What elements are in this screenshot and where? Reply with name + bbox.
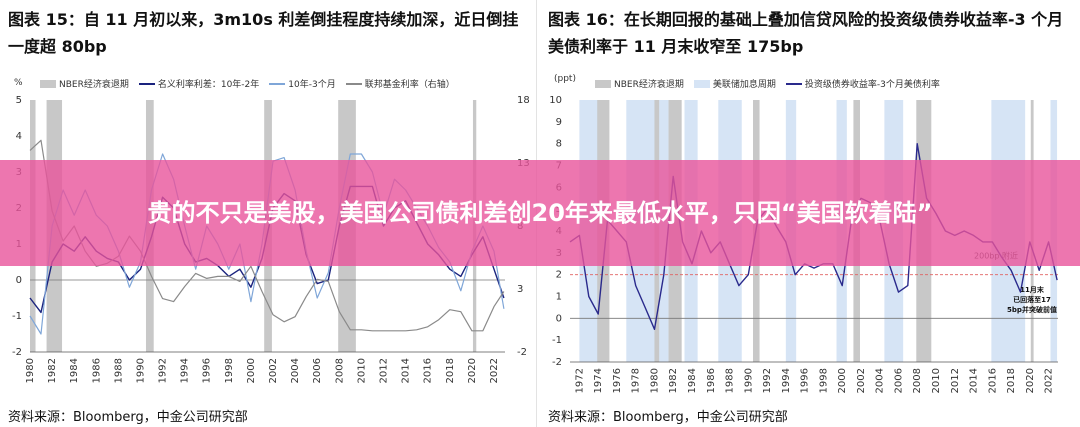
x-tick-label: 1978 [631,368,642,393]
legend-item-10y3m: 10年-3个月 [269,77,336,90]
x-tick-label: 2012 [950,368,961,393]
x-tick-label: 1992 [762,368,773,393]
x-tick-label: 2010 [931,368,942,393]
x-tick-label: 1990 [135,358,146,383]
x-tick-label: 2022 [489,358,500,383]
legend-item-recession-right: NBER经济衰退期 [595,77,684,90]
x-tick-label: 1998 [224,358,235,383]
x-tick-label: 2008 [912,368,923,393]
x-tick-label: 2012 [378,358,389,383]
left-chart-legend: NBER经济衰退期 名义利率利差：10年-2年 10年-3个月 联邦基金利率（右… [40,77,465,90]
left-chart-title: 图表 15：自 11 月初以来，3m10s 利差倒挂程度持续加深，近日倒挂一度超… [8,10,519,56]
y-right-tick-label: 18 [517,95,530,106]
y-left-tick-label: 0 [16,275,22,286]
x-tick-label: 2002 [268,358,279,383]
y-left-tick-label: -2 [552,357,562,368]
x-tick-label: 1992 [158,358,169,383]
x-tick-label: 1996 [800,368,811,393]
x-tick-label: 2006 [893,368,904,393]
y-right-tick-label: 3 [517,284,523,295]
legend-item-recession: NBER经济衰退期 [40,77,129,90]
left-chart-y-unit: % [14,78,23,88]
x-tick-label: 2022 [1044,368,1055,393]
x-tick-label: 2018 [1006,368,1017,393]
x-tick-label: 1984 [687,368,698,393]
right-chart-source: 资料来源：Bloomberg，中金公司研究部 [548,410,788,425]
y-right-tick-label: -2 [517,347,527,358]
x-tick-label: 1982 [668,368,679,393]
y-left-tick-label: 2 [556,270,562,281]
x-tick-label: 1986 [706,368,717,393]
headline-banner: 贵的不只是美股，美国公司债利差创20年来最低水平，只因“美国软着陆” [0,160,1080,266]
x-tick-label: 2018 [445,358,456,383]
x-tick-label: 2004 [875,368,886,393]
x-tick-label: 2002 [856,368,867,393]
y-left-tick-label: 4 [16,131,22,142]
y-left-tick-label: -1 [12,311,22,322]
y-left-tick-label: 8 [556,139,562,150]
x-tick-label: 2016 [423,358,434,383]
x-tick-label: 1988 [113,358,124,383]
x-tick-label: 1988 [725,368,736,393]
legend-item-10y2y: 名义利率利差：10年-2年 [138,77,259,90]
x-tick-label: 1980 [25,358,36,383]
x-tick-label: 2000 [246,358,257,383]
headline-text: 贵的不只是美股，美国公司债利差创20年来最低水平，只因“美国软着陆” [147,199,933,227]
x-tick-label: 2008 [334,358,345,383]
legend-item-fed-funds: 联邦基金利率（右轴） [345,77,455,90]
chart-annotation-line: 已回落至17 [1013,295,1051,304]
x-tick-label: 1990 [743,368,754,393]
x-tick-label: 1984 [69,358,80,383]
x-tick-label: 2016 [987,368,998,393]
legend-item-ig-spread: 投资级债券收益率-3个月美债利率 [785,77,940,90]
y-left-tick-label: 1 [556,292,562,303]
x-tick-label: 1996 [202,358,213,383]
x-tick-label: 2006 [312,358,323,383]
y-left-tick-label: 10 [549,95,562,106]
chart-annotation-line: 5bp并突破前值 [1007,305,1057,314]
right-chart-legend: NBER经济衰退期 美联储加息周期 投资级债券收益率-3个月美债利率 [595,77,950,90]
x-tick-label: 2014 [401,358,412,383]
x-tick-label: 1994 [180,358,191,383]
x-tick-label: 1972 [574,368,585,393]
x-tick-label: 1974 [593,368,604,393]
x-tick-label: 1976 [612,368,623,393]
x-tick-label: 1980 [649,368,660,393]
x-tick-label: 2020 [1025,368,1036,393]
y-left-tick-label: -2 [12,347,22,358]
x-tick-label: 1998 [818,368,829,393]
right-chart-title: 图表 16：在长期回报的基础上叠加信贷风险的投资级债券收益率-3 个月美债利率于… [548,10,1064,56]
x-tick-label: 2004 [290,358,301,383]
y-left-tick-label: 9 [556,117,562,128]
y-left-tick-label: -1 [552,335,562,346]
x-tick-label: 1982 [47,358,58,383]
x-tick-label: 1986 [91,358,102,383]
x-tick-label: 2014 [969,368,980,393]
y-left-tick-label: 0 [556,313,562,324]
y-left-tick-label: 5 [16,95,22,106]
right-chart-y-unit: (ppt) [554,74,576,84]
x-tick-label: 2020 [467,358,478,383]
legend-item-hike-cycle: 美联储加息周期 [693,77,776,90]
x-tick-label: 1994 [781,368,792,393]
left-chart-source: 资料来源：Bloomberg，中金公司研究部 [8,410,248,425]
x-tick-label: 2010 [356,358,367,383]
x-tick-label: 2000 [837,368,848,393]
chart-annotation-line: 11月末 [1020,285,1045,294]
